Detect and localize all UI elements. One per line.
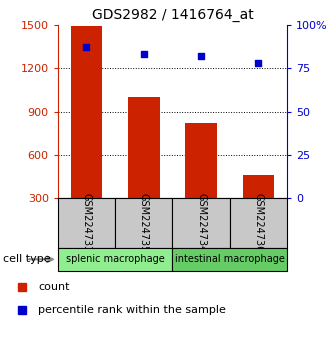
Point (84, 45, 89, 50)
Text: percentile rank within the sample: percentile rank within the sample (38, 305, 226, 315)
Bar (185, 123, 217, 198)
Text: GSM224734: GSM224734 (196, 193, 206, 253)
Bar (58, 248, 172, 271)
Text: count: count (38, 282, 70, 292)
Bar (172, 248, 287, 271)
Title: GDS2982 / 1416764_at: GDS2982 / 1416764_at (91, 8, 253, 22)
Text: splenic macrophage: splenic macrophage (66, 254, 164, 264)
Text: cell type: cell type (3, 254, 51, 264)
Bar (115, 198, 172, 248)
Point (141, 51, 147, 57)
Point (256, 60, 261, 66)
Bar (71, 26, 102, 198)
Bar (58, 198, 115, 248)
Bar (230, 198, 287, 248)
Bar (243, 175, 274, 198)
Bar (172, 198, 230, 248)
Point (198, 53, 204, 59)
Text: GSM224733: GSM224733 (82, 193, 91, 253)
Bar (128, 97, 159, 198)
Text: GSM224736: GSM224736 (253, 193, 263, 253)
Text: GSM224735: GSM224735 (139, 193, 149, 253)
Text: intestinal macrophage: intestinal macrophage (175, 254, 285, 264)
